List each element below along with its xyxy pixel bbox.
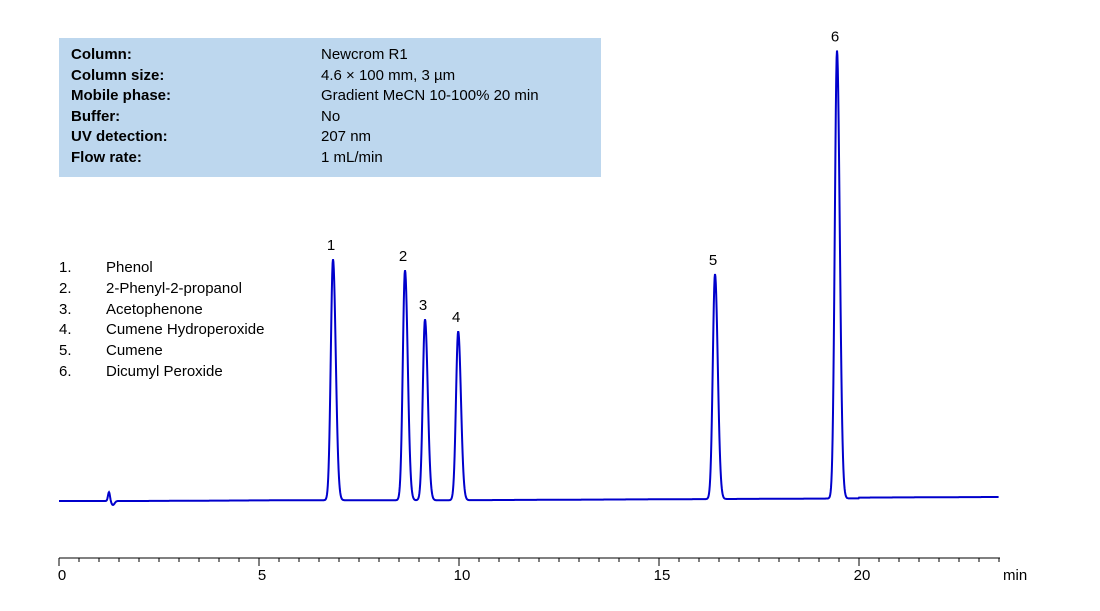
legend-number: 5. xyxy=(59,342,72,360)
legend-compound-name: Cumene xyxy=(106,342,163,360)
legend-compound-name: Dicumyl Peroxide xyxy=(106,363,223,380)
condition-row: Column: Newcrom R1 xyxy=(71,46,591,67)
condition-value: 207 nm xyxy=(321,128,372,146)
legend-compound-name: 2-Phenyl-2-propanol xyxy=(106,279,242,297)
condition-label: Mobile phase: xyxy=(71,87,172,105)
condition-label: Column size: xyxy=(71,66,165,84)
peak-label: 2 xyxy=(399,248,407,265)
condition-value: 4.6 × 100 mm, 3 µm xyxy=(321,66,456,84)
x-axis-label: min xyxy=(1003,567,1027,584)
x-tick-label: 15 xyxy=(654,567,671,584)
legend-number: 6. xyxy=(59,363,72,380)
x-tick-label: 10 xyxy=(454,567,471,584)
conditions-panel: Column: Newcrom R1 Column size: 4.6 × 100 m… xyxy=(59,38,601,177)
legend-number: 4. xyxy=(59,321,72,339)
condition-label: UV detection: xyxy=(71,128,168,146)
peak-label: 6 xyxy=(831,28,839,45)
condition-row: Column size: 4.6 × 100 mm, 3 µm xyxy=(71,67,591,88)
condition-value: No xyxy=(321,107,341,125)
peak-label: 3 xyxy=(419,297,427,314)
condition-value: 1 mL/min xyxy=(321,149,383,166)
peak-label: 4 xyxy=(452,309,460,326)
peak-label: 5 xyxy=(709,252,717,269)
x-tick-label: 5 xyxy=(258,567,266,584)
legend-compound-name: Phenol xyxy=(106,259,153,276)
peak-label: 1 xyxy=(327,237,335,254)
x-tick-label: 0 xyxy=(58,567,66,584)
legend-compound-name: Cumene Hydroperoxide xyxy=(106,321,265,339)
condition-value: Newcrom R1 xyxy=(321,46,408,63)
condition-row: Flow rate: 1 mL/min xyxy=(71,149,591,170)
condition-row: Buffer: No xyxy=(71,108,591,129)
condition-label: Flow rate: xyxy=(71,149,142,166)
condition-label: Column: xyxy=(71,46,132,63)
legend-number: 3. xyxy=(59,300,72,318)
chromatogram-trace xyxy=(59,50,999,507)
legend-number: 2. xyxy=(59,279,72,297)
x-tick-label: 20 xyxy=(854,567,871,584)
legend-number: 1. xyxy=(59,259,72,276)
condition-label: Buffer: xyxy=(71,107,121,125)
condition-row: UV detection: 207 nm xyxy=(71,128,591,149)
condition-value: Gradient MeCN 10-100% 20 min xyxy=(321,87,539,105)
condition-row: Mobile phase: Gradient MeCN 10-100% 20 mi… xyxy=(71,87,591,108)
peak-labels: 1 2 3 4 5 6 xyxy=(327,28,839,326)
legend-compound-name: Acetophenone xyxy=(106,300,203,318)
x-axis-ticks: 0 5 10 15 20 xyxy=(58,558,1000,584)
